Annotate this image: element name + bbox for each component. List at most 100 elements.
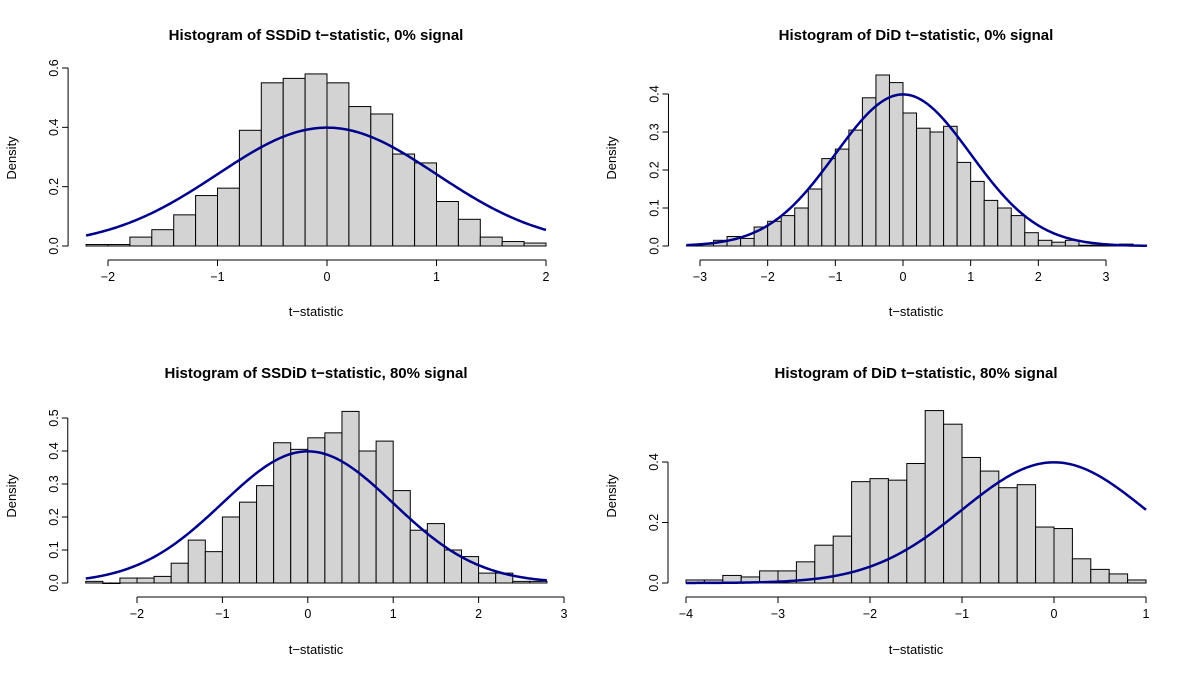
y-tick-label: 0.4 <box>647 453 661 470</box>
histogram-bar <box>238 501 258 584</box>
y-tick-label: 0.0 <box>47 574 61 591</box>
x-tick-label: 2 <box>475 607 482 621</box>
histogram-bar <box>529 580 548 584</box>
histogram-bar <box>929 131 945 247</box>
histogram-bar <box>151 229 175 247</box>
y-tick-label: 0.0 <box>647 237 661 254</box>
histogram-bar <box>217 187 240 247</box>
histogram-bar <box>1090 568 1110 584</box>
x-tick-label: 1 <box>967 270 974 284</box>
x-tick-label: 0 <box>900 270 907 284</box>
histogram-bar <box>1010 215 1026 247</box>
y-tick-label: 0.4 <box>47 442 61 459</box>
histogram-bar <box>290 448 309 584</box>
x-tick-label: −1 <box>210 270 224 284</box>
histogram-bar <box>501 241 525 247</box>
x-tick-label: 2 <box>1035 270 1042 284</box>
x-tick-label: −2 <box>130 607 144 621</box>
histogram-bar <box>970 180 985 247</box>
normal-density-curve <box>85 126 547 237</box>
x-axis-label: t−statistic <box>889 642 944 657</box>
panel-did-0-signal: Histogram of DiD t−statistic, 0% signal … <box>604 27 1148 319</box>
histogram-bar <box>1035 526 1055 584</box>
x-tick-label: 0 <box>324 270 331 284</box>
histogram-bar <box>119 577 138 584</box>
y-tick-label: 0.1 <box>47 541 61 558</box>
y-axis-label: Density <box>4 474 19 518</box>
x-tick-label: 3 <box>561 607 568 621</box>
y-axis: 0.0 0.1 0.2 0.3 0.4 <box>647 85 669 255</box>
histogram-bar <box>956 161 972 247</box>
histogram-bar <box>888 82 904 247</box>
x-axis-label: t−statistic <box>289 642 344 657</box>
histogram-bar <box>436 201 459 247</box>
y-tick-label: 0.0 <box>647 574 661 591</box>
histogram-bar <box>102 582 121 584</box>
x-tick-label: 0 <box>304 607 311 621</box>
panel-ssdid-80-signal: Histogram of SSDiD t−statistic, 80% sign… <box>4 365 568 657</box>
x-tick-label: −2 <box>863 607 877 621</box>
histogram-bar <box>794 207 809 247</box>
histogram-bar <box>983 199 999 247</box>
panel-ssdid-0-signal: Histogram of SSDiD t−statistic, 0% signa… <box>4 27 550 319</box>
histogram-bar <box>998 487 1018 584</box>
histogram-bar <box>924 410 945 584</box>
x-axis: −3 −2 −1 0 1 2 3 <box>693 259 1110 284</box>
histogram-bar <box>943 125 958 247</box>
histogram-bar <box>943 423 963 584</box>
histogram-bar <box>204 551 223 584</box>
y-axis: 0.0 0.2 0.4 <box>647 453 669 592</box>
histogram-bar <box>478 572 497 584</box>
histogram-bar <box>85 244 109 247</box>
histogram-bar <box>170 562 189 584</box>
histogram-bar <box>273 442 292 584</box>
histogram-bar <box>479 236 503 247</box>
histogram-bar <box>256 485 275 584</box>
histogram-bar <box>426 523 445 584</box>
histogram-bar <box>129 236 153 247</box>
histogram-bar <box>307 437 326 584</box>
y-axis-label: Density <box>604 136 619 180</box>
y-axis: 0.0 0.1 0.2 0.3 0.4 0.5 <box>47 409 69 592</box>
x-axis-label: t−statistic <box>289 304 344 319</box>
x-tick-label: −3 <box>693 270 707 284</box>
histogram-bar <box>221 516 240 584</box>
y-axis-label: Density <box>4 136 19 180</box>
histogram-bar <box>869 478 889 584</box>
x-tick-label: 3 <box>1103 270 1110 284</box>
x-tick-label: −1 <box>828 270 842 284</box>
histogram-bar <box>1127 579 1147 584</box>
histogram-bar <box>821 158 836 247</box>
x-axis: −4 −3 −2 −1 0 1 <box>679 596 1150 621</box>
histogram-bar <box>906 463 926 584</box>
y-tick-label: 0.4 <box>47 119 61 136</box>
y-tick-label: 0.3 <box>47 475 61 492</box>
histogram-bar <box>304 73 328 247</box>
histogram-bar <box>187 539 206 584</box>
histogram-bar <box>961 456 981 584</box>
y-tick-label: 0.4 <box>647 85 661 102</box>
histogram-bar <box>1053 528 1073 584</box>
x-tick-label: 1 <box>1143 607 1150 621</box>
histogram-bar <box>358 450 377 584</box>
normal-density-curve <box>686 93 1147 248</box>
chart-title: Histogram of DiD t−statistic, 0% signal <box>779 27 1054 44</box>
histogram-bars <box>685 410 1147 584</box>
y-axis: 0.0 0.2 0.4 0.6 <box>47 59 69 255</box>
histogram-bar <box>523 242 547 247</box>
y-tick-label: 0.1 <box>647 199 661 216</box>
x-tick-label: −1 <box>215 607 229 621</box>
histogram-bar <box>1016 484 1037 584</box>
histogram-bar <box>512 580 531 584</box>
x-tick-label: 1 <box>390 607 397 621</box>
y-axis-label: Density <box>604 474 619 518</box>
histogram-bar <box>997 207 1012 247</box>
x-tick-label: 1 <box>433 270 440 284</box>
panel-did-80-signal: Histogram of DiD t−statistic, 80% signal… <box>604 365 1150 657</box>
chart-title: Histogram of SSDiD t−statistic, 0% signa… <box>169 27 464 44</box>
x-tick-label: −2 <box>761 270 775 284</box>
x-tick-label: 2 <box>543 270 550 284</box>
chart-title: Histogram of SSDiD t−statistic, 80% sign… <box>165 365 468 382</box>
x-tick-label: −2 <box>101 270 115 284</box>
